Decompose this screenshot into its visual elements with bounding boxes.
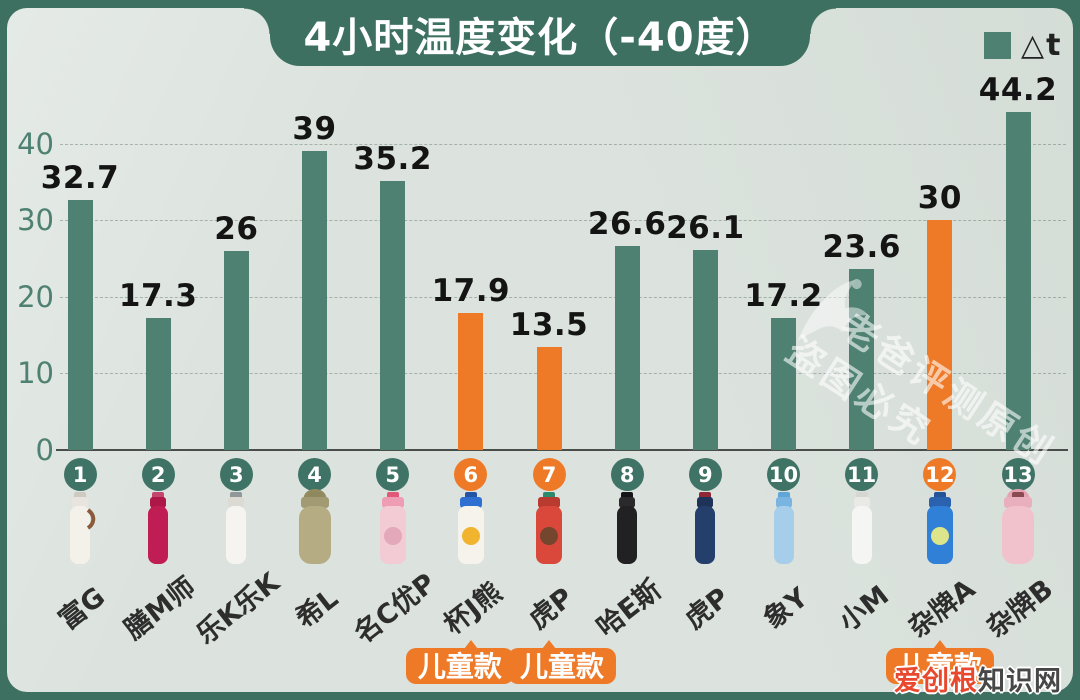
y-axis-tick-label: 0 bbox=[35, 433, 54, 467]
bar-value-label: 13.5 bbox=[509, 306, 589, 343]
bar-2 bbox=[145, 317, 171, 450]
富G-bottle-image bbox=[56, 488, 104, 566]
bar-value-label: 32.7 bbox=[40, 159, 120, 196]
bar-value-label: 23.6 bbox=[822, 229, 901, 266]
badge-tail bbox=[541, 640, 556, 649]
y-axis-tick-label: 30 bbox=[17, 203, 54, 238]
膳M师-bottle-image bbox=[134, 488, 182, 566]
bar-value-label: 26.1 bbox=[666, 210, 745, 247]
哈E斯-bottle-image bbox=[603, 488, 651, 566]
bar-13 bbox=[1005, 111, 1031, 450]
legend-swatch-icon bbox=[984, 32, 1011, 59]
象Y-bottle-image bbox=[760, 488, 808, 566]
bar-index-badge: 12 bbox=[923, 458, 957, 491]
bar-8 bbox=[614, 246, 640, 450]
bar-value-label: 17.3 bbox=[118, 277, 198, 314]
y-axis-tick-label: 20 bbox=[17, 279, 54, 314]
site-watermark-part2: 知识网 bbox=[978, 666, 1062, 697]
bar-10 bbox=[771, 318, 796, 450]
bar-index-badge: 5 bbox=[376, 458, 410, 491]
bar-value-label: 17.9 bbox=[431, 272, 511, 309]
bar-value-label: 26.6 bbox=[587, 206, 667, 243]
chart-title-banner: 4小时温度变化（-40度） bbox=[270, 0, 810, 66]
bar-index-badge: 2 bbox=[141, 458, 175, 491]
legend: △t bbox=[984, 28, 1062, 63]
杯J熊-bottle-image bbox=[447, 488, 495, 566]
site-watermark: 爱创根知识网 bbox=[894, 659, 1062, 698]
名C优P-bottle-image bbox=[369, 488, 417, 566]
banner-right-fillet bbox=[810, 8, 836, 34]
kids-model-badge: 儿童款 bbox=[507, 640, 617, 684]
bar-index-badge: 7 bbox=[532, 458, 566, 491]
bar-index-badge: 13 bbox=[1001, 458, 1035, 491]
虎P-bottle-image bbox=[681, 488, 729, 566]
bar-1 bbox=[67, 199, 93, 450]
bar-value-label: 44.2 bbox=[978, 71, 1058, 108]
gridline bbox=[60, 373, 1066, 375]
kids-model-badge: 儿童款 bbox=[405, 640, 514, 684]
乐K乐K-bottle-image bbox=[212, 488, 260, 566]
bar-index-badge: 3 bbox=[219, 458, 253, 491]
bar-value-label: 35.2 bbox=[353, 140, 432, 177]
watermark-bird-icon bbox=[797, 279, 869, 342]
y-axis-tick-label: 40 bbox=[17, 126, 54, 161]
badge-tail bbox=[932, 640, 947, 649]
bar-index-badge: 4 bbox=[298, 458, 331, 491]
gridline bbox=[60, 220, 1066, 222]
gridline bbox=[60, 296, 1066, 298]
bar-value-label: 39 bbox=[292, 111, 337, 148]
bar-4 bbox=[302, 151, 327, 450]
bar-index-badge: 10 bbox=[767, 458, 800, 491]
chart-title: 4小时温度变化（-40度） bbox=[303, 15, 777, 61]
bar-value-label: 17.2 bbox=[744, 278, 823, 315]
bar-7 bbox=[536, 346, 562, 450]
bar-value-label: 30 bbox=[917, 180, 962, 217]
bar-value-label: 26 bbox=[214, 210, 259, 247]
bar-index-badge: 11 bbox=[845, 458, 879, 491]
bar-index-badge: 1 bbox=[63, 458, 97, 491]
bar-6 bbox=[458, 312, 484, 450]
bar-index-badge: 6 bbox=[454, 458, 488, 491]
bar-5 bbox=[380, 180, 406, 450]
x-axis-baseline bbox=[56, 449, 1068, 451]
kids-model-badge: 儿童款 bbox=[885, 640, 994, 684]
bar-11 bbox=[849, 269, 875, 450]
杂牌B-bottle-image bbox=[994, 488, 1042, 566]
banner-left-fillet bbox=[244, 8, 270, 34]
bar-12 bbox=[927, 220, 953, 450]
bar-9 bbox=[692, 250, 718, 450]
虎P-kids-bottle-image bbox=[525, 488, 573, 566]
小M-bottle-image bbox=[838, 488, 886, 566]
bar-index-badge: 9 bbox=[688, 458, 722, 491]
bar-3 bbox=[223, 250, 249, 450]
site-watermark-part1: 爱创根 bbox=[894, 666, 978, 697]
legend-label: △t bbox=[1021, 28, 1063, 63]
bar-index-badge: 8 bbox=[610, 458, 644, 491]
杂牌A-bottle-image bbox=[916, 488, 964, 566]
badge-tail bbox=[463, 640, 478, 649]
希L-bottle-image bbox=[291, 488, 339, 566]
y-axis-tick-label: 10 bbox=[17, 356, 54, 391]
gridline bbox=[60, 143, 1066, 145]
